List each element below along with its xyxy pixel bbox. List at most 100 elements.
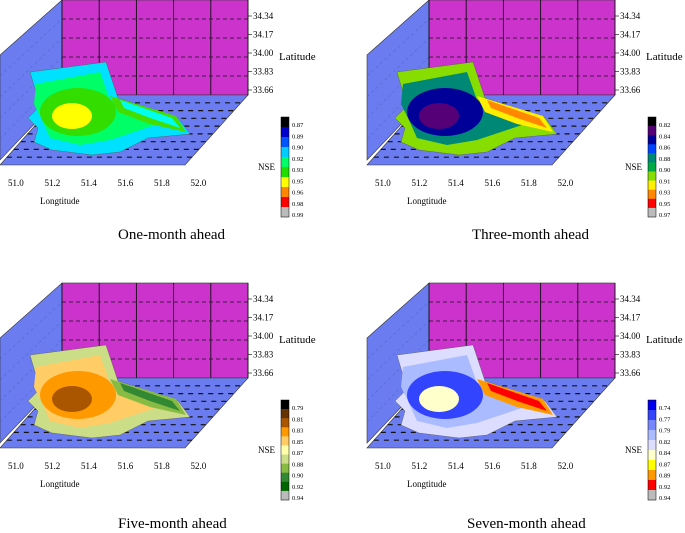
legend-label: 0.89 [659, 473, 670, 480]
legend-label: 0.84 [659, 133, 671, 140]
legend-swatch [648, 198, 656, 209]
legend-frame [647, 399, 657, 501]
y-tick-label: 33.83 [253, 350, 274, 360]
legend-label: 0.95 [659, 201, 670, 208]
legend-title: NSE [258, 162, 276, 172]
legend-frame [280, 399, 290, 501]
x-axis-label: Longtitude [407, 196, 447, 206]
left-wall-gridline [0, 339, 63, 402]
left-wall-gridline [366, 320, 430, 381]
legend-label: 0.87 [292, 450, 304, 457]
surface-band [52, 386, 92, 412]
legend-label: 0.97 [659, 212, 671, 219]
left-wall-gridline [0, 37, 63, 98]
left-wall-gridline [366, 18, 430, 77]
x-tick-label: 51.8 [521, 178, 537, 188]
legend-swatch [648, 480, 656, 491]
y-tick-label: 34.00 [620, 48, 641, 58]
legend-swatch [281, 197, 289, 208]
y-tick-label: 34.17 [620, 313, 641, 323]
legend-swatch [281, 490, 289, 501]
y-tick-label: 33.66 [253, 85, 274, 95]
legend-swatch [648, 189, 656, 200]
y-tick-label: 34.00 [253, 48, 274, 58]
left-wall-gridline [366, 37, 430, 98]
legend-swatch [648, 144, 656, 154]
x-tick-label: 51.0 [8, 461, 24, 471]
legend-swatch [648, 490, 656, 501]
x-tick-label: 51.4 [81, 461, 97, 471]
legend-label: 0.74 [659, 405, 671, 412]
x-tick-label: 51.8 [154, 461, 170, 471]
y-tick-label: 34.00 [253, 331, 274, 341]
y-tick-label: 34.34 [620, 11, 641, 21]
legend-swatch [281, 127, 289, 138]
x-tick-label: 51.8 [521, 461, 537, 471]
legend-swatch [648, 180, 656, 191]
legend-swatch [281, 147, 289, 158]
y-tick-label: 33.83 [253, 67, 274, 77]
legend-label: 0.93 [659, 190, 670, 197]
legend-swatch [648, 153, 656, 163]
caption-seven-month: Seven-month ahead [467, 516, 586, 532]
y-tick-label: 34.34 [253, 294, 274, 304]
legend-swatch [281, 167, 289, 178]
legend-swatch [281, 436, 289, 446]
legend-swatch [648, 470, 656, 481]
x-axis-label: Longtitude [407, 479, 447, 489]
legend-label: 0.87 [659, 461, 671, 468]
y-tick-label: 33.83 [620, 350, 641, 360]
x-tick-label: 51.2 [412, 461, 428, 471]
y-axis-label: Latitude [646, 51, 683, 63]
y-axis-label: Latitude [279, 51, 316, 63]
x-tick-label: 51.6 [118, 461, 134, 471]
x-tick-label: 51.4 [81, 178, 97, 188]
legend-label: 0.82 [659, 122, 670, 129]
legend-title: NSE [625, 162, 643, 172]
y-axis-label: Latitude [646, 334, 683, 346]
y-tick-label: 34.17 [620, 30, 641, 40]
legend-swatch [281, 418, 289, 428]
legend-swatch [281, 207, 289, 218]
left-wall-gridline [0, 301, 63, 360]
legend-label: 0.96 [292, 190, 304, 197]
x-tick-label: 51.6 [485, 178, 501, 188]
y-axis-label: Latitude [279, 334, 316, 346]
legend-swatch [281, 400, 289, 410]
legend-label: 0.90 [292, 473, 303, 480]
legend-label: 0.88 [659, 156, 670, 163]
legend-label: 0.92 [292, 484, 303, 491]
surface-band [487, 100, 547, 128]
legend-label: 0.91 [659, 178, 670, 185]
x-tick-label: 51.2 [412, 178, 428, 188]
legend-swatch [648, 117, 656, 127]
legend-swatch [281, 187, 289, 198]
y-tick-label: 33.66 [620, 368, 641, 378]
legend-label: 0.77 [659, 416, 671, 423]
y-tick-label: 34.34 [253, 11, 274, 21]
surface-band [487, 383, 547, 411]
legend-label: 0.88 [292, 461, 303, 468]
legend-swatch [648, 400, 656, 411]
legend-swatch [648, 440, 656, 451]
y-tick-label: 34.00 [620, 331, 641, 341]
legend-label: 0.92 [292, 156, 303, 163]
legend-swatch [281, 463, 289, 474]
legend-swatch [648, 420, 656, 431]
y-tick-label: 34.17 [253, 313, 274, 323]
legend-label: 0.92 [659, 484, 670, 491]
legend-title: NSE [258, 445, 276, 455]
surface-band [120, 100, 180, 128]
x-tick-label: 51.2 [45, 461, 61, 471]
x-tick-label: 51.0 [8, 178, 24, 188]
legend-swatch [648, 410, 656, 421]
surface-band [419, 386, 459, 412]
x-tick-label: 52.0 [558, 461, 574, 471]
legend-swatch [648, 460, 656, 471]
left-wall-gridline [0, 18, 63, 77]
panel-three-month: 51.0 51.2 51.4 51.6 51.8 52.0 Longtitude 34.34 3… [366, 0, 683, 219]
panel-seven-month: 51.0 51.2 51.4 51.6 51.8 52.0 Longtitude 34.34 3… [366, 282, 683, 502]
x-axis-label: Longtitude [40, 196, 80, 206]
legend-label: 0.89 [292, 133, 303, 140]
legend-label: 0.79 [292, 405, 303, 412]
